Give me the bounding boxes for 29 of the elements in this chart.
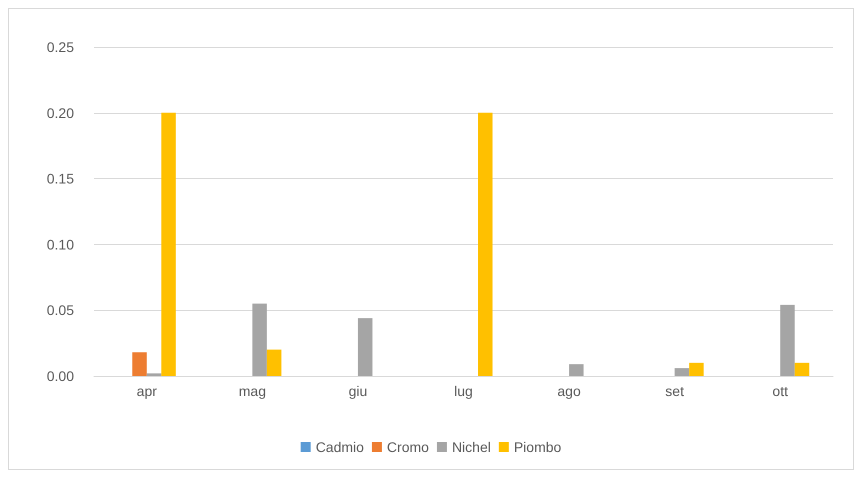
bar bbox=[132, 352, 147, 376]
legend-label: Cromo bbox=[386, 439, 430, 455]
bar bbox=[358, 318, 372, 376]
x-tick-label: giu bbox=[348, 383, 368, 399]
bar bbox=[478, 112, 493, 376]
legend-label: Piombo bbox=[514, 439, 562, 455]
legend-label: Cadmio bbox=[316, 439, 364, 455]
bar bbox=[266, 350, 282, 376]
bar bbox=[161, 112, 176, 376]
bar bbox=[146, 373, 162, 376]
bar bbox=[252, 304, 267, 376]
bar bbox=[780, 304, 795, 376]
bar bbox=[674, 368, 690, 376]
y-tick-label: 0.25 bbox=[46, 39, 74, 55]
y-tick-label: 0.10 bbox=[46, 236, 74, 252]
y-tick-label: 0.00 bbox=[46, 368, 74, 384]
bar bbox=[689, 362, 704, 376]
x-tick-label: apr bbox=[136, 383, 158, 399]
y-tick-label: 0.05 bbox=[46, 302, 74, 318]
x-tick-label: set bbox=[665, 383, 684, 399]
x-tick-label: ago bbox=[557, 383, 581, 399]
x-tick-label: lug bbox=[454, 383, 473, 399]
y-tick-label: 0.15 bbox=[46, 170, 74, 187]
x-tick-label: mag bbox=[238, 383, 266, 399]
y-tick-label: 0.20 bbox=[46, 104, 74, 121]
x-tick-label: ott bbox=[772, 383, 788, 399]
bar bbox=[569, 364, 584, 376]
legend-label: Nichel bbox=[452, 439, 491, 455]
bar bbox=[794, 362, 810, 376]
